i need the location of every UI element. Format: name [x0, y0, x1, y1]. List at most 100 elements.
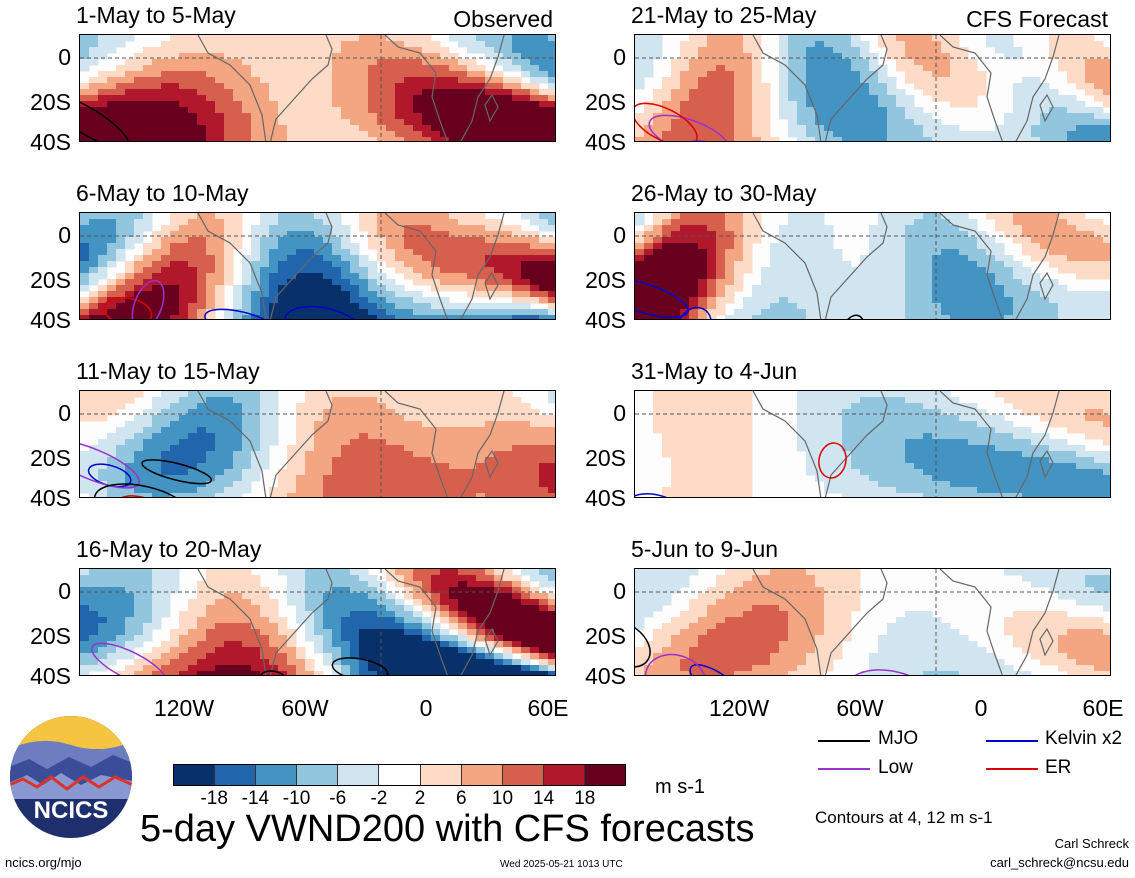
coastline [197, 391, 505, 497]
colorbar-tick-label: 18 [574, 788, 596, 809]
panel-tag: Observed [453, 6, 553, 32]
anomaly-contour [93, 483, 193, 497]
colorbar-tick-label: -10 [282, 788, 311, 809]
anomaly-contour [80, 93, 130, 141]
anomaly-contour [635, 620, 651, 668]
panel-title: 16-May to 20-May [76, 536, 262, 562]
legend-er-label: ER [1045, 757, 1072, 778]
wind-field [635, 569, 1110, 675]
panel-title: 6-May to 10-May [76, 180, 249, 206]
y-axis-label: 40S [585, 485, 626, 511]
legend-mjo-line [818, 740, 870, 742]
y-axis-label: 40S [30, 485, 71, 511]
y-axis-label: 20S [30, 89, 71, 115]
coastline [752, 35, 1060, 141]
y-axis-label: 20S [30, 623, 71, 649]
y-axis-label: 20S [585, 267, 626, 293]
colorbar-swatch [420, 765, 462, 785]
colorbar-tick-label: -2 [370, 788, 388, 809]
map-panel [79, 390, 556, 498]
footer-url: ncics.org/mjo [5, 855, 82, 870]
y-axis-label: 0 [613, 578, 626, 604]
y-axis-label: 0 [58, 44, 71, 70]
wind-field [635, 213, 1110, 319]
colorbar-swatch [379, 765, 421, 785]
y-axis-label: 20S [30, 445, 71, 471]
panel-title: 21-May to 25-May [631, 2, 817, 28]
colorbar-tick-label: -14 [241, 788, 270, 809]
coastline [197, 35, 505, 141]
x-axis-label: 60E [527, 695, 569, 721]
wind-field [80, 213, 555, 320]
panel-title: 31-May to 4-Jun [631, 358, 798, 384]
panel-title: 5-Jun to 9-Jun [631, 536, 779, 562]
y-axis-label: 40S [30, 129, 71, 155]
map-panel [79, 568, 556, 676]
anomaly-contour [676, 306, 713, 319]
anomaly-contour [642, 497, 739, 498]
colorbar-swatch [584, 765, 626, 785]
colorbar-tick-label: 10 [491, 788, 514, 809]
map-panel [79, 34, 556, 142]
y-axis-label: 20S [30, 267, 71, 293]
ncics-logo: NCICS [9, 715, 133, 839]
x-axis-label: 120W [153, 695, 215, 721]
x-axis-label: 60E [1082, 695, 1124, 721]
wind-field [635, 391, 1110, 498]
panel-title: 26-May to 30-May [631, 180, 817, 206]
colorbar-swatch [543, 765, 585, 785]
legend-mjo-label: MJO [878, 728, 919, 749]
y-axis-label: 40S [585, 663, 626, 689]
legend-er-line [986, 768, 1038, 770]
wind-field [80, 35, 555, 141]
anomaly-contour [204, 308, 278, 319]
anomaly-contour [331, 657, 389, 675]
anomaly-contour [635, 102, 698, 141]
anomaly-contour [103, 296, 153, 319]
anomaly-contour [648, 114, 731, 141]
map-panel [634, 34, 1111, 142]
colorbar-swatch [461, 765, 503, 785]
colorbar [173, 764, 626, 786]
colorbar-swatch [297, 765, 339, 785]
anomaly-contour [141, 459, 213, 485]
page-title: 5-day VWND200 with CFS forecasts [140, 808, 755, 850]
x-axis-label: 0 [974, 695, 988, 721]
legend-low-line [818, 768, 870, 770]
map-panel [79, 212, 556, 320]
anomaly-contour [644, 653, 707, 675]
y-axis-label: 20S [585, 445, 626, 471]
y-axis-label: 20S [585, 89, 626, 115]
colorbar-swatch [338, 765, 380, 785]
panel-title: 1-May to 5-May [76, 2, 236, 28]
y-axis-label: 0 [58, 222, 71, 248]
y-axis-label: 40S [30, 307, 71, 333]
anomaly-contour [91, 642, 168, 675]
author-name: Carl Schreck [1054, 836, 1129, 851]
colorbar-swatch [215, 765, 257, 785]
colorbar-swatch [174, 765, 216, 785]
author-email: carl_schreck@ncsu.edu [990, 855, 1129, 870]
colorbar-swatch [256, 765, 298, 785]
y-axis-label: 0 [613, 44, 626, 70]
contours-note: Contours at 4, 12 m s-1 [815, 808, 993, 827]
x-axis-label: 120W [708, 695, 770, 721]
anomaly-contour [80, 439, 140, 489]
colorbar-swatch [502, 765, 544, 785]
x-axis-label: 60W [281, 695, 329, 721]
anomaly-contour [131, 279, 165, 319]
wind-field [80, 391, 555, 497]
coastline [752, 213, 1060, 319]
colorbar-tick-label: -18 [200, 788, 228, 809]
anomaly-contour [258, 670, 288, 675]
wind-field [80, 569, 555, 675]
y-axis-label: 0 [58, 400, 71, 426]
logo-text: NCICS [34, 797, 109, 824]
wind-field [635, 35, 1110, 141]
anomaly-contour [212, 319, 304, 320]
legend-kelvin-label: Kelvin x2 [1045, 728, 1123, 749]
y-axis-label: 20S [585, 623, 626, 649]
anomaly-contour [818, 442, 847, 479]
map-panel [634, 568, 1111, 676]
y-axis-label: 40S [585, 307, 626, 333]
